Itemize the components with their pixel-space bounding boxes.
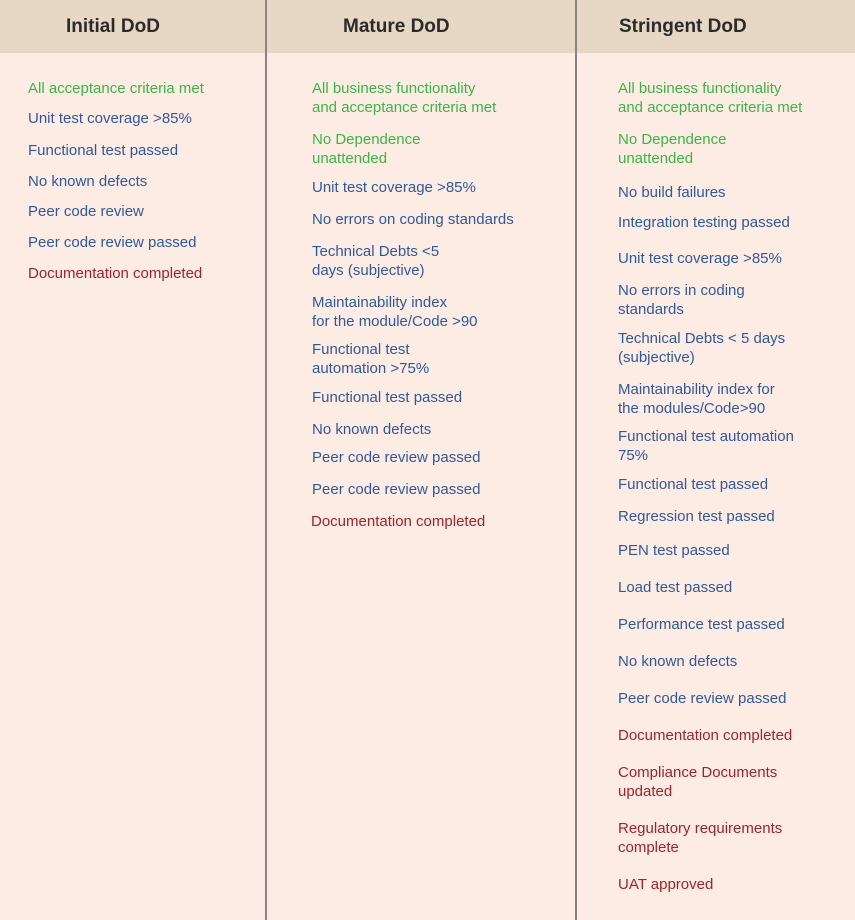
dod-item: Documentation completed bbox=[311, 513, 486, 530]
dod-item: No known defects bbox=[28, 173, 148, 190]
dod-item: Compliance Documents updated bbox=[618, 764, 778, 800]
dod-item: Load test passed bbox=[618, 579, 733, 596]
dod-item: PEN test passed bbox=[618, 542, 730, 559]
column-title-initial: Initial DoD bbox=[66, 16, 160, 37]
dod-item: Unit test coverage >85% bbox=[28, 110, 192, 127]
column-divider bbox=[265, 0, 267, 920]
dod-item: All business functionality and acceptanc… bbox=[312, 80, 497, 116]
dod-item: All acceptance criteria met bbox=[28, 80, 204, 97]
dod-item: No known defects bbox=[618, 653, 738, 670]
dod-item: No known defects bbox=[312, 421, 432, 438]
dod-item: Peer code review passed bbox=[312, 449, 481, 466]
dod-item: UAT approved bbox=[618, 876, 714, 893]
dod-item: Functional test automation 75% bbox=[618, 428, 794, 464]
column-title-stringent: Stringent DoD bbox=[619, 16, 747, 37]
dod-item: Regulatory requirements complete bbox=[618, 820, 783, 856]
dod-item: All business functionality and acceptanc… bbox=[618, 80, 803, 116]
dod-item: Maintainability index for the modules/Co… bbox=[618, 381, 775, 417]
dod-item: Technical Debts <5 days (subjective) bbox=[312, 243, 440, 279]
dod-item: Unit test coverage >85% bbox=[618, 250, 782, 267]
dod-item: Integration testing passed bbox=[618, 214, 790, 231]
dod-item: Documentation completed bbox=[28, 265, 203, 282]
column-divider bbox=[575, 0, 577, 920]
dod-item: No errors on coding standards bbox=[312, 211, 514, 228]
dod-item: No build failures bbox=[618, 184, 726, 201]
column-title-mature: Mature DoD bbox=[343, 16, 450, 37]
dod-item: Peer code review passed bbox=[618, 690, 787, 707]
dod-item: Functional test passed bbox=[28, 142, 179, 159]
dod-item: Documentation completed bbox=[618, 727, 793, 744]
dod-item: Technical Debts < 5 days (subjective) bbox=[618, 330, 786, 366]
dod-item: Maintainability index for the module/Cod… bbox=[312, 294, 478, 330]
dod-item: Functional test passed bbox=[618, 476, 769, 493]
dod-item: No Dependence unattended bbox=[618, 131, 727, 167]
dod-item: No errors in coding standards bbox=[618, 282, 745, 318]
dod-item: No Dependence unattended bbox=[312, 131, 421, 167]
dod-item: Unit test coverage >85% bbox=[312, 179, 476, 196]
table-header bbox=[0, 0, 855, 53]
dod-item: Performance test passed bbox=[618, 616, 785, 633]
dod-item: Peer code review bbox=[28, 203, 144, 220]
dod-item: Functional test passed bbox=[312, 389, 463, 406]
dod-item: Peer code review passed bbox=[312, 481, 481, 498]
dod-item: Functional test automation >75% bbox=[312, 341, 430, 377]
dod-item: Peer code review passed bbox=[28, 234, 197, 251]
dod-item: Regression test passed bbox=[618, 508, 775, 525]
